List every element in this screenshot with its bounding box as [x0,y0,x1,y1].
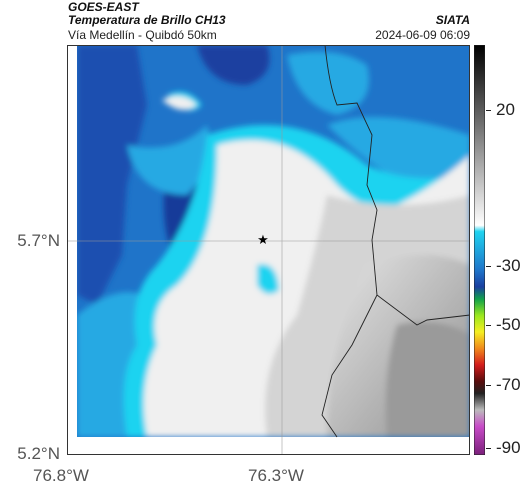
product-name: Temperatura de Brillo CH13 [68,13,226,27]
colorbar-label-neg70: -70 [496,375,521,394]
colorbar-label-neg90: -90 [496,438,521,457]
brightness-temperature-field [67,45,470,455]
location-marker[interactable]: ★ [257,233,269,248]
region-name: Vía Medellín - Quibdó 50km [68,28,217,42]
satellite-title: GOES-EAST [68,0,139,14]
colorbar-label-neg50: -50 [496,315,521,334]
satellite-map[interactable]: ★ [67,45,470,455]
grid-lines [67,45,470,455]
colorbar [474,45,485,455]
lon-tick-west: 76.8°W [33,466,89,485]
product-title: Temperatura de Brillo CH13 SIATA [68,13,470,27]
lat-tick-lower: 5.2°N [17,444,60,463]
colorbar-label-20: 20 [496,100,515,119]
lat-tick-upper: 5.7°N [17,231,60,250]
boundary-lines [321,45,470,438]
star-icon: ★ [257,233,269,248]
lon-tick-east: 76.3°W [248,466,304,485]
timestamp: 2024-06-09 06:09 [375,28,470,42]
map-frame [67,45,470,455]
colorbar-label-neg30: -30 [496,256,521,275]
agency-label: SIATA [435,13,470,27]
region-subtitle: Vía Medellín - Quibdó 50km 2024-06-09 06… [68,28,470,42]
